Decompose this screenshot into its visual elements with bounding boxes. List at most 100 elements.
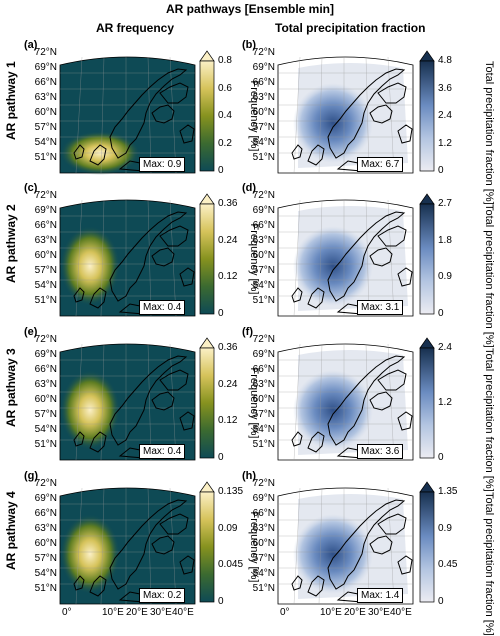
- lat-tick: 51°N: [34, 295, 57, 306]
- colorbar-label: Total precipitation fraction [%]: [483, 348, 495, 492]
- lat-tick: 63°N: [34, 523, 57, 534]
- lat-tick: 51°N: [252, 295, 275, 306]
- lon-tick: 40°E: [172, 607, 194, 618]
- colorbar-tick: 0.09: [218, 522, 238, 534]
- colorbar: [199, 50, 215, 172]
- max-value-box: Max: 3.6: [357, 444, 404, 459]
- lat-tick: 69°N: [34, 493, 57, 504]
- max-value-box: Max: 0.4: [139, 300, 186, 315]
- lat-tick: 57°N: [34, 553, 57, 564]
- colorbar-tick: 0: [218, 596, 224, 607]
- lat-tick: 72°N: [252, 478, 275, 489]
- colorbar-tick: 0.4: [218, 110, 232, 121]
- lon-tick: 0°: [62, 607, 72, 618]
- lat-tick: 54°N: [252, 137, 275, 148]
- lat-tick: 51°N: [34, 583, 57, 594]
- colorbar-label: Total precipitation fraction [%]: [483, 492, 495, 636]
- lat-tick: 51°N: [34, 152, 57, 163]
- colorbar-tick: 1.2: [438, 137, 452, 149]
- colorbar-tick: 2.4: [438, 110, 452, 121]
- lat-tick: 72°N: [252, 334, 275, 345]
- colorbar-label: Total precipitation fraction [%]: [483, 61, 495, 205]
- lat-tick: 72°N: [34, 47, 57, 58]
- lat-tick: 57°N: [252, 553, 275, 564]
- lon-tick: 10°E: [102, 607, 124, 618]
- lat-tick: 60°N: [252, 394, 275, 405]
- column-title-left: AR frequency: [96, 21, 175, 35]
- lon-tick: 20°E: [126, 607, 148, 618]
- map-panel-c: [59, 199, 196, 317]
- lat-tick: 60°N: [252, 107, 275, 118]
- colorbar-tick: 0: [218, 452, 224, 463]
- lon-tick: 10°E: [320, 607, 342, 618]
- colorbar-tick: 0: [438, 452, 444, 463]
- lat-tick: 54°N: [252, 568, 275, 579]
- colorbar-tick: 3.6: [438, 82, 452, 94]
- colorbar-tick: 0: [218, 308, 224, 319]
- lat-tick: 57°N: [252, 122, 275, 133]
- lat-tick: 51°N: [252, 583, 275, 594]
- max-value-box: Max: 0.9: [139, 157, 186, 172]
- colorbar-label: Total precipitation fraction [%]: [483, 204, 495, 348]
- colorbar-tick: 0.135: [218, 486, 244, 497]
- colorbar: [199, 481, 215, 603]
- lon-tick: 20°E: [344, 607, 366, 618]
- lat-tick: 57°N: [34, 122, 57, 133]
- colorbar-tick: 0: [438, 165, 444, 176]
- colorbar-tick: 1.8: [438, 234, 452, 246]
- row-label-4: AR pathway 4: [4, 491, 18, 570]
- colorbar-tick: 1.2: [438, 397, 452, 408]
- row-label-3: AR pathway 3: [4, 348, 18, 427]
- colorbar: [419, 193, 435, 315]
- colorbar-tick: 1.35: [438, 486, 458, 497]
- colorbar-tick: 0.24: [218, 234, 238, 246]
- lon-tick: 30°E: [368, 607, 390, 618]
- lat-tick: 69°N: [252, 349, 275, 360]
- lat-tick: 63°N: [252, 235, 275, 246]
- panel-letter: (a): [24, 39, 38, 51]
- map-panel-a: [59, 56, 196, 175]
- map-panel-e: [59, 343, 196, 461]
- lat-tick: 60°N: [34, 394, 57, 405]
- lat-tick: 60°N: [34, 538, 57, 549]
- lat-tick: 54°N: [252, 280, 275, 291]
- colorbar-tick: 0.24: [218, 378, 238, 390]
- colorbar-tick: 0.9: [438, 271, 452, 283]
- lat-tick: 69°N: [252, 62, 275, 73]
- lat-tick: 54°N: [252, 424, 275, 435]
- colorbar: [419, 337, 435, 459]
- lat-tick: 66°N: [252, 220, 275, 231]
- map-panel-g: [59, 487, 196, 605]
- colorbar-tick: 0.045: [218, 559, 244, 571]
- lon-tick: 30°E: [150, 607, 172, 618]
- colorbar-tick: 0: [218, 165, 224, 176]
- max-value-box: Max: 3.1: [357, 300, 404, 315]
- lat-tick: 51°N: [252, 152, 275, 163]
- lon-tick: 0°: [280, 607, 290, 618]
- lat-tick: 63°N: [34, 379, 57, 390]
- row-label-2: AR pathway 2: [4, 204, 18, 283]
- colorbar: [419, 50, 435, 172]
- colorbar-tick: 0.6: [218, 82, 232, 94]
- lat-tick: 69°N: [252, 205, 275, 216]
- lat-tick: 57°N: [252, 409, 275, 420]
- panel-letter: (c): [24, 182, 38, 194]
- column-title-right: Total precipitation fraction: [275, 21, 426, 35]
- panel-letter: (h): [242, 470, 257, 482]
- colorbar: [199, 193, 215, 315]
- colorbar: [199, 337, 215, 459]
- lat-tick: 54°N: [34, 568, 57, 579]
- lat-tick: 72°N: [252, 190, 275, 201]
- lat-tick: 63°N: [252, 523, 275, 534]
- lat-tick: 66°N: [252, 364, 275, 375]
- lat-tick: 54°N: [34, 424, 57, 435]
- lat-tick: 63°N: [252, 92, 275, 103]
- map-panel-b: [277, 56, 414, 174]
- lat-tick: 60°N: [34, 250, 57, 261]
- colorbar-tick: 2.4: [438, 342, 452, 353]
- panel-letter: (e): [24, 326, 38, 338]
- colorbar-tick: 0.9: [438, 522, 452, 534]
- lat-tick: 69°N: [34, 349, 57, 360]
- colorbar-tick: 0: [438, 308, 444, 319]
- lat-tick: 69°N: [34, 62, 57, 73]
